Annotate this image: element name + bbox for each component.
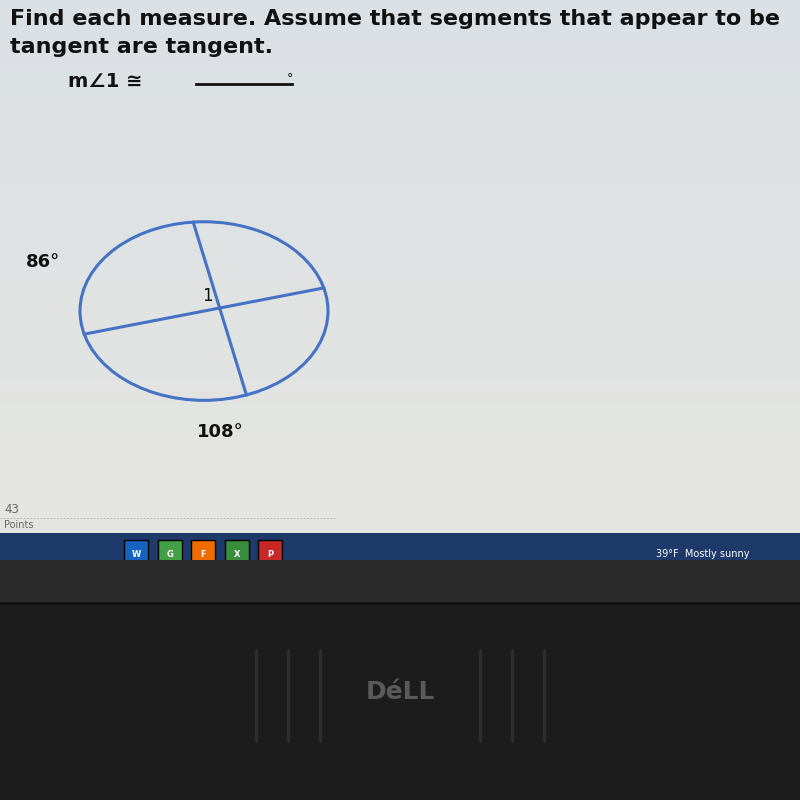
Text: 39°F  Mostly sunny: 39°F Mostly sunny bbox=[656, 550, 750, 559]
Text: 86°: 86° bbox=[26, 253, 60, 271]
Text: DéLL: DéLL bbox=[366, 680, 434, 704]
Text: W: W bbox=[131, 550, 141, 559]
FancyBboxPatch shape bbox=[225, 540, 249, 571]
Bar bbox=[0, 560, 800, 603]
Text: P: P bbox=[267, 550, 274, 559]
Text: °: ° bbox=[286, 72, 293, 85]
FancyBboxPatch shape bbox=[258, 540, 282, 571]
FancyBboxPatch shape bbox=[191, 540, 215, 571]
Text: Find each measure. Assume that segments that appear to be: Find each measure. Assume that segments … bbox=[10, 9, 779, 29]
Text: tangent are tangent.: tangent are tangent. bbox=[10, 38, 273, 58]
Text: F: F bbox=[200, 550, 206, 559]
Text: m∠1 ≅: m∠1 ≅ bbox=[68, 72, 142, 91]
Text: X: X bbox=[234, 550, 240, 559]
Bar bbox=[0, 533, 800, 576]
FancyBboxPatch shape bbox=[124, 540, 148, 571]
Text: 108°: 108° bbox=[197, 423, 243, 442]
Text: 43: 43 bbox=[4, 502, 19, 515]
Text: G: G bbox=[166, 550, 173, 559]
Text: 1: 1 bbox=[202, 287, 214, 305]
Text: Points: Points bbox=[4, 520, 34, 530]
FancyBboxPatch shape bbox=[158, 540, 182, 571]
